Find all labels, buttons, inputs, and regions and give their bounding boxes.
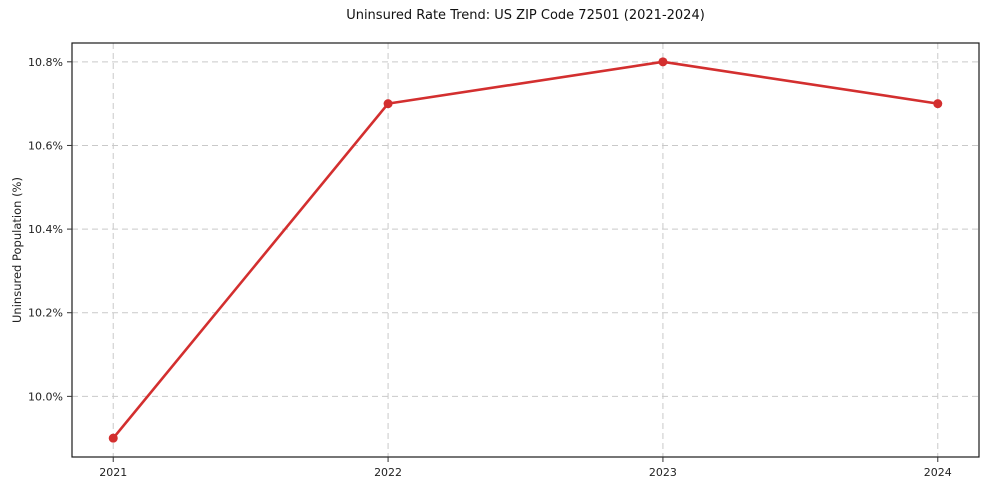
data-point xyxy=(933,99,943,109)
data-point xyxy=(383,99,393,109)
chart-title: Uninsured Rate Trend: US ZIP Code 72501 … xyxy=(346,8,705,23)
y-tick-label: 10.2% xyxy=(28,307,63,320)
x-tick-label: 2023 xyxy=(649,466,677,479)
data-point xyxy=(108,433,118,443)
y-tick-label: 10.6% xyxy=(28,139,63,152)
x-tick-label: 2022 xyxy=(374,466,402,479)
trend-line xyxy=(111,60,940,440)
y-tick-label: 10.8% xyxy=(28,56,63,69)
x-tick-label: 2024 xyxy=(924,466,952,479)
x-tick-label: 2021 xyxy=(99,466,127,479)
plot-frame xyxy=(71,42,980,458)
data-point xyxy=(658,57,668,67)
y-axis-label: Uninsured Population (%) xyxy=(10,177,24,323)
y-tick-label: 10.0% xyxy=(28,390,63,403)
y-tick-label: 10.4% xyxy=(28,223,63,236)
